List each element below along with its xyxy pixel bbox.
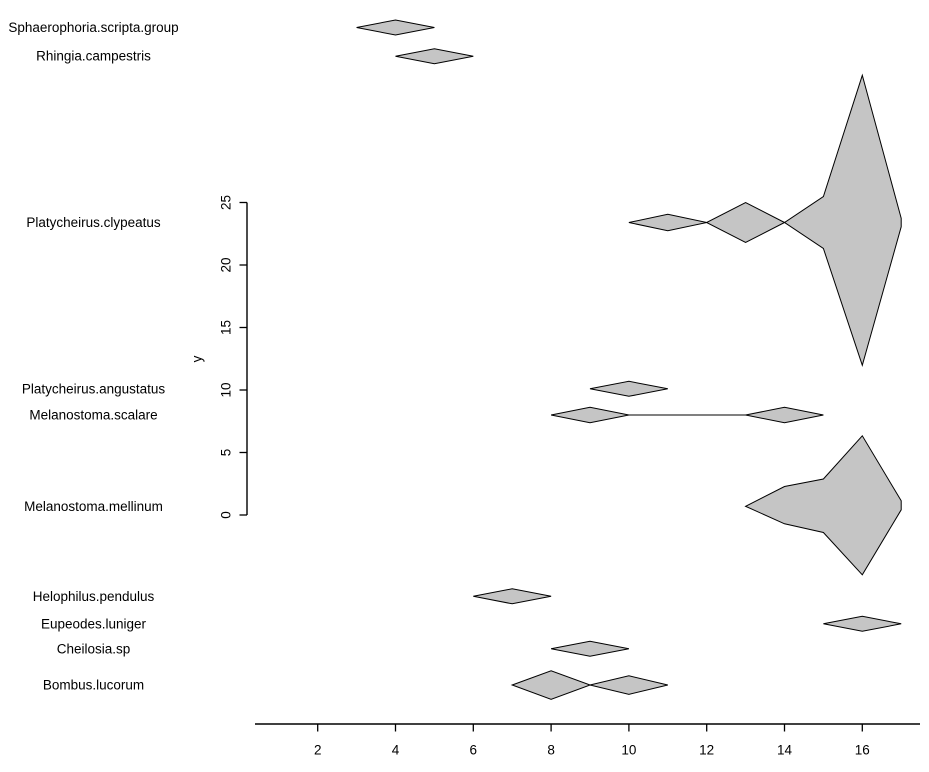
x-tick-label: 14 — [777, 743, 793, 758]
species-label-rhingia-campestris: Rhingia.campestris — [36, 49, 151, 64]
y-axis-title: y — [190, 355, 205, 362]
y-axis: 0 5 10 15 20 25 y — [190, 195, 248, 519]
species-label-platycheirus-clypeatus: Platycheirus.clypeatus — [26, 215, 161, 230]
kite-polygon-eupeodes-luniger — [823, 615, 902, 632]
kite-polygon-sphaerophoria-scripta-group — [356, 19, 435, 36]
species-label-sphaerophoria-scripta-group: Sphaerophoria.scripta.group — [8, 20, 178, 35]
y-tick-label: 0 — [219, 511, 234, 519]
kite-polygon-melanostoma-mellinum — [744, 434, 902, 576]
kite-polygon-melanostoma-scalare — [551, 406, 824, 424]
kite-shapes — [356, 19, 902, 700]
species-label-cheilosia-sp: Cheilosia.sp — [57, 641, 131, 656]
species-label-melanostoma-scalare: Melanostoma.scalare — [29, 408, 157, 423]
y-tick-label: 20 — [219, 257, 234, 272]
y-tick-label: 25 — [219, 195, 234, 210]
x-tick-label: 2 — [314, 743, 322, 758]
species-label-eupeodes-luniger: Eupeodes.luniger — [41, 616, 147, 631]
x-axis: 2 4 6 8 10 12 14 16 — [255, 723, 920, 758]
x-tick-label: 6 — [470, 743, 478, 758]
species-labels: Sphaerophoria.scripta.group Rhingia.campe… — [8, 20, 178, 693]
x-tick-label: 4 — [392, 743, 400, 758]
kite-polygon-cheilosia-sp — [551, 640, 629, 657]
x-tick-label: 12 — [699, 743, 714, 758]
kite-polygon-bombus-lucorum — [510, 670, 668, 700]
species-label-helophilus-pendulus: Helophilus.pendulus — [33, 589, 155, 604]
x-tick-label: 16 — [855, 743, 870, 758]
y-tick-label: 15 — [219, 320, 234, 335]
kite-polygon-helophilus-pendulus — [473, 588, 552, 605]
x-tick-label: 8 — [547, 743, 555, 758]
species-label-bombus-lucorum: Bombus.lucorum — [43, 678, 144, 693]
kite-polygon-rhingia-campestris — [395, 48, 474, 65]
species-label-platycheirus-angustatus: Platycheirus.angustatus — [22, 381, 166, 396]
species-label-melanostoma-mellinum: Melanostoma.mellinum — [24, 499, 163, 514]
kite-polygon-platycheirus-clypeatus — [628, 73, 902, 368]
y-tick-label: 10 — [219, 382, 234, 397]
kite-polygon-platycheirus-angustatus — [589, 380, 668, 397]
x-tick-label: 10 — [621, 743, 636, 758]
y-tick-label: 5 — [219, 449, 234, 457]
